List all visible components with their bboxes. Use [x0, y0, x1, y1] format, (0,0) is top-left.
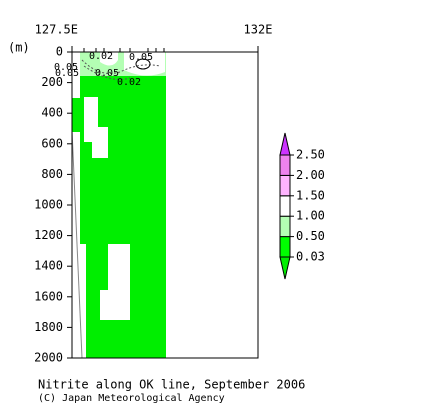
y-tick-label: 800	[41, 167, 63, 181]
colorbar-band	[279, 174, 291, 197]
white-region	[108, 244, 130, 320]
colorbar-label: 2.00	[296, 168, 325, 182]
bottom-topography	[71, 129, 83, 359]
y-tick-label: 600	[41, 136, 63, 150]
y-tick-label: 1800	[34, 320, 63, 334]
contour-line	[135, 58, 151, 70]
white-region	[92, 127, 108, 158]
contour-label: 0.05	[95, 68, 119, 79]
colorbar-band	[279, 154, 291, 176]
colorbar-label: 1.50	[296, 188, 325, 202]
x-tick-label: 132E	[244, 23, 273, 37]
colorbar-label: 1.00	[296, 209, 325, 223]
y-tick-label: 400	[41, 106, 63, 120]
green-region	[72, 98, 80, 132]
y-tick-label: 1600	[34, 289, 63, 303]
white-region	[100, 290, 108, 320]
contour-label: 0.05	[54, 62, 78, 73]
colorbar-label: 0.03	[296, 250, 325, 264]
credit: (C) Japan Meteorological Agency	[38, 393, 225, 404]
colorbar-label: 2.50	[296, 148, 325, 162]
colorbar-below	[279, 256, 291, 280]
y-axis-label: (m)	[8, 41, 30, 55]
contour-label: 0.02	[117, 77, 141, 88]
colorbar-band	[279, 236, 291, 258]
y-tick-label: 1200	[34, 228, 63, 242]
section-field	[71, 52, 166, 359]
y-tick-label: 0	[56, 45, 63, 59]
contour-label: 0.05	[55, 68, 79, 79]
y-tick-label: 1000	[34, 198, 63, 212]
contour-label: 0.02	[89, 51, 113, 62]
white-region	[100, 52, 165, 76]
x-tick-label: 127.5E	[35, 23, 78, 37]
y-tick-label: 1400	[34, 259, 63, 273]
colorbar-band	[279, 215, 291, 238]
contour-label: 0.05	[129, 52, 153, 63]
colorbar-band	[279, 195, 291, 217]
colorbar-above	[279, 132, 291, 156]
contour-line	[81, 59, 161, 80]
y-tick-label: 2000	[34, 351, 63, 365]
y-tick-label: 200	[41, 75, 63, 89]
chart-title: Nitrite along OK line, September 2006	[38, 378, 305, 392]
colorbar-label: 0.50	[296, 229, 325, 243]
